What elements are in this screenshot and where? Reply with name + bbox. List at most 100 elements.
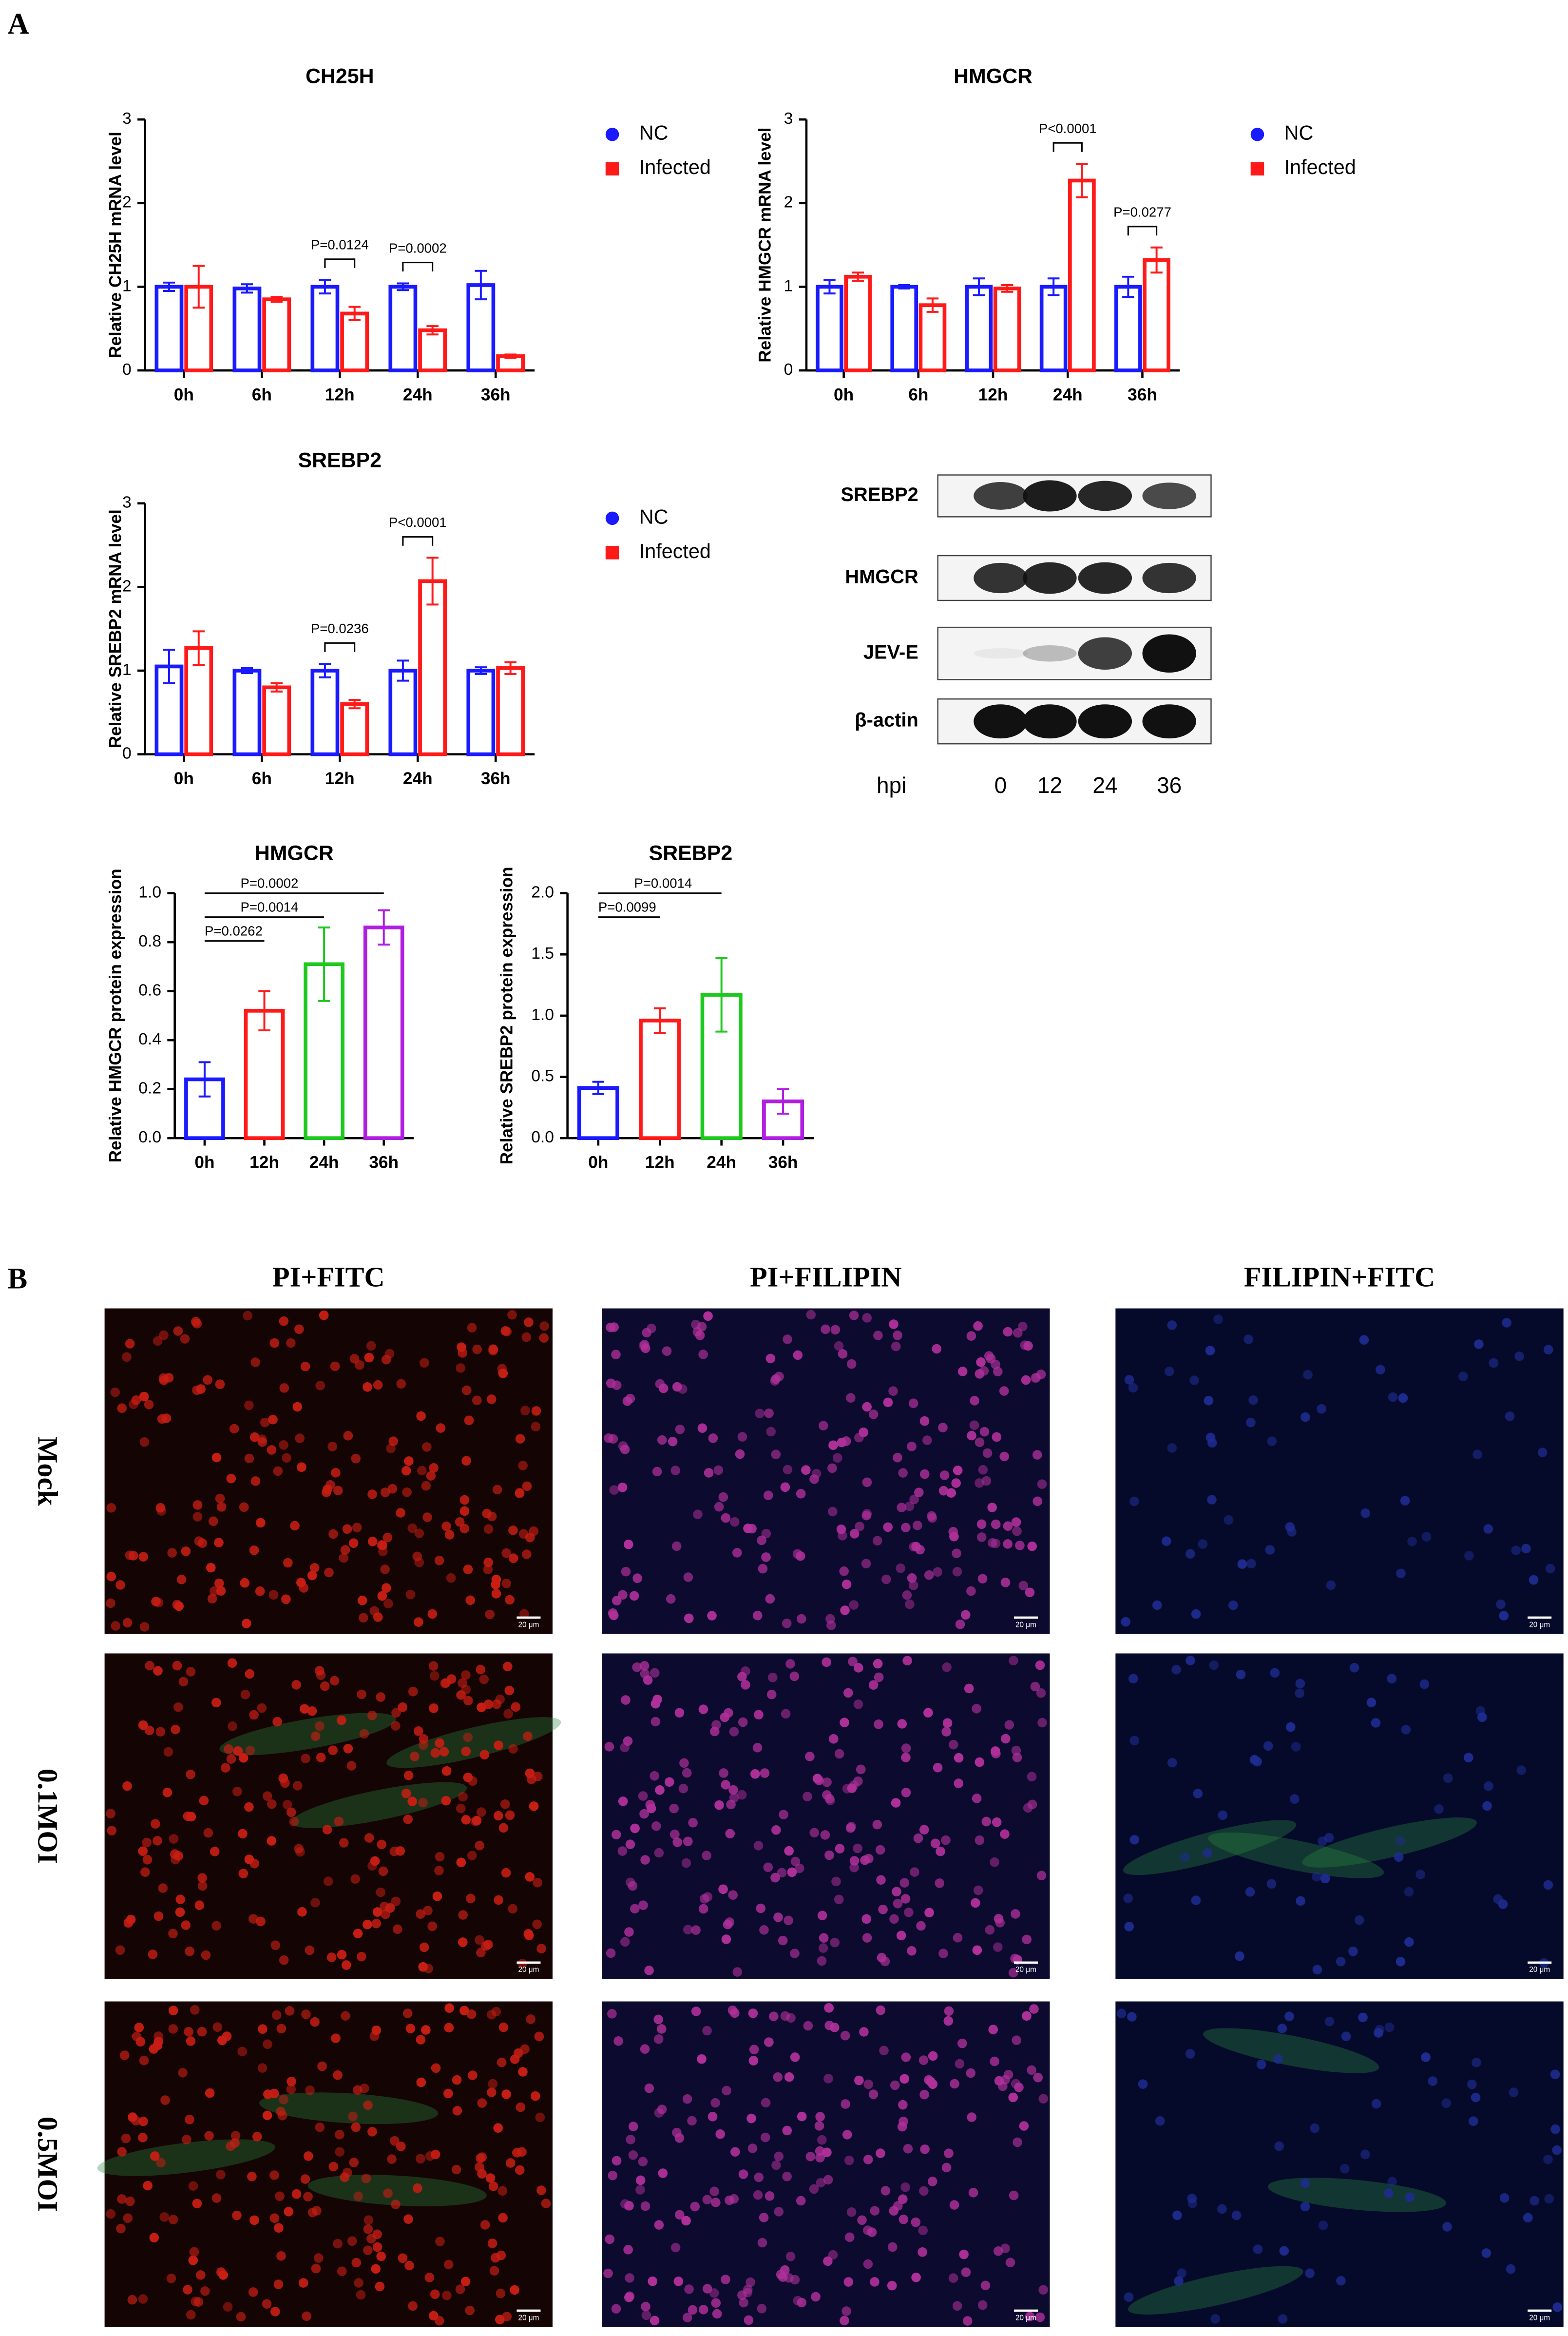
cell-nucleus <box>421 1481 431 1491</box>
cell-nucleus <box>784 2072 794 2082</box>
cell-nucleus <box>1312 1965 1322 1975</box>
x-tick-label: 36h <box>481 769 511 788</box>
cell-nucleus <box>178 2067 188 2078</box>
bar <box>1143 258 1170 372</box>
cell-nucleus <box>1003 1327 1013 1337</box>
cell-nucleus <box>893 1453 902 1463</box>
cell-nucleus <box>524 1317 534 1327</box>
cell-nucleus <box>709 2186 719 2197</box>
cell-nucleus <box>122 1618 133 1628</box>
cell-nucleus <box>1129 1736 1140 1746</box>
cell-nucleus <box>1359 1335 1369 1345</box>
cell-nucleus <box>382 1532 393 1543</box>
cell-nucleus <box>738 2169 748 2179</box>
cell-nucleus <box>282 1799 292 1810</box>
cell-nucleus <box>970 1396 979 1406</box>
cell-nucleus <box>129 1399 138 1409</box>
cell-nucleus <box>247 2171 257 2182</box>
cell-nucleus <box>337 1715 346 1725</box>
y-tick-label: 1.0 <box>138 883 161 902</box>
cell-nucleus <box>935 1878 945 1888</box>
cell-nucleus <box>1296 1896 1305 1906</box>
cell-nucleus <box>414 1557 424 1567</box>
cell-nucleus <box>817 1911 827 1921</box>
cell-nucleus <box>1012 2035 1021 2046</box>
cell-nucleus <box>1177 2268 1186 2278</box>
cell-nucleus <box>327 1442 337 1451</box>
cell-nucleus <box>357 1595 367 1605</box>
cell-nucleus <box>376 1887 386 1897</box>
cell-nucleus <box>487 2239 497 2248</box>
cell-nucleus <box>227 1658 237 1668</box>
cell-nucleus <box>522 1549 532 1559</box>
cell-nucleus <box>238 1869 249 1878</box>
cell-nucleus <box>933 1567 943 1577</box>
cell-nucleus <box>749 2045 759 2054</box>
x-tick-label: 0h <box>174 385 194 404</box>
micrograph-background <box>602 1653 1050 1979</box>
cell-nucleus <box>480 2220 490 2230</box>
cell-nucleus <box>1267 1436 1277 1446</box>
cell-nucleus <box>405 2024 416 2033</box>
cell-nucleus <box>849 1856 860 1866</box>
cell-nucleus <box>783 1334 792 1344</box>
cell-nucleus <box>232 1787 242 1796</box>
cell-nucleus <box>503 1709 513 1719</box>
cell-nucleus <box>166 2273 176 2283</box>
cell-nucleus <box>371 2025 382 2035</box>
significance-bracket <box>324 258 356 269</box>
cell-nucleus <box>1124 1922 1134 1931</box>
cell-nucleus <box>702 2284 712 2294</box>
cell-nucleus <box>380 1487 390 1497</box>
cell-nucleus <box>918 2247 927 2257</box>
cell-nucleus <box>315 2122 325 2132</box>
cell-nucleus <box>267 1836 277 1846</box>
cell-nucleus <box>221 1763 230 1773</box>
cell-nucleus <box>863 2259 873 2269</box>
bar <box>816 285 843 372</box>
cell-nucleus <box>300 1704 309 1714</box>
cell-nucleus <box>185 2115 194 2124</box>
cell-nucleus <box>612 1596 622 1606</box>
cell-nucleus <box>1253 2244 1263 2254</box>
cell-nucleus <box>1376 1365 1385 1375</box>
cell-nucleus <box>653 2034 664 2044</box>
cell-nucleus <box>986 1353 996 1364</box>
cell-nucleus <box>470 1816 480 1826</box>
cell-nucleus <box>184 2027 193 2037</box>
cell-nucleus <box>764 2037 774 2047</box>
micrograph: 20 μm <box>602 1308 1050 1634</box>
cell-nucleus <box>192 1512 203 1522</box>
cell-nucleus <box>953 1933 963 1943</box>
cell-nucleus <box>1421 1532 1432 1542</box>
cell-nucleus <box>641 2301 650 2312</box>
cell-nucleus <box>959 2249 969 2259</box>
cell-nucleus <box>210 1847 220 1856</box>
cell-nucleus <box>168 2006 178 2016</box>
cell-nucleus <box>760 2132 770 2143</box>
cell-nucleus <box>463 1732 473 1742</box>
cell-nucleus <box>863 2155 873 2164</box>
cell-nucleus <box>811 2292 821 2302</box>
cell-nucleus <box>862 1509 872 1519</box>
cell-nucleus <box>1037 1479 1047 1489</box>
cell-nucleus <box>240 1690 250 1699</box>
cell-nucleus <box>160 2095 170 2105</box>
cell-nucleus <box>737 1672 747 1682</box>
cell-nucleus <box>924 2075 934 2085</box>
cell-nucleus <box>269 2088 279 2099</box>
cell-nucleus <box>787 1867 797 1877</box>
cell-nucleus <box>151 1597 161 1606</box>
cell-nucleus <box>297 1462 306 1472</box>
cell-nucleus <box>215 1379 225 1390</box>
cell-nucleus <box>889 1914 899 1924</box>
cell-nucleus <box>257 1703 267 1713</box>
cell-nucleus <box>789 1671 800 1681</box>
cell-nucleus <box>617 1846 628 1856</box>
cell-nucleus <box>240 1578 250 1588</box>
micrograph: 20 μm <box>602 1653 1050 1979</box>
bar <box>388 669 418 756</box>
cell-nucleus <box>1472 1449 1482 1460</box>
cell-nucleus <box>168 2215 178 2224</box>
